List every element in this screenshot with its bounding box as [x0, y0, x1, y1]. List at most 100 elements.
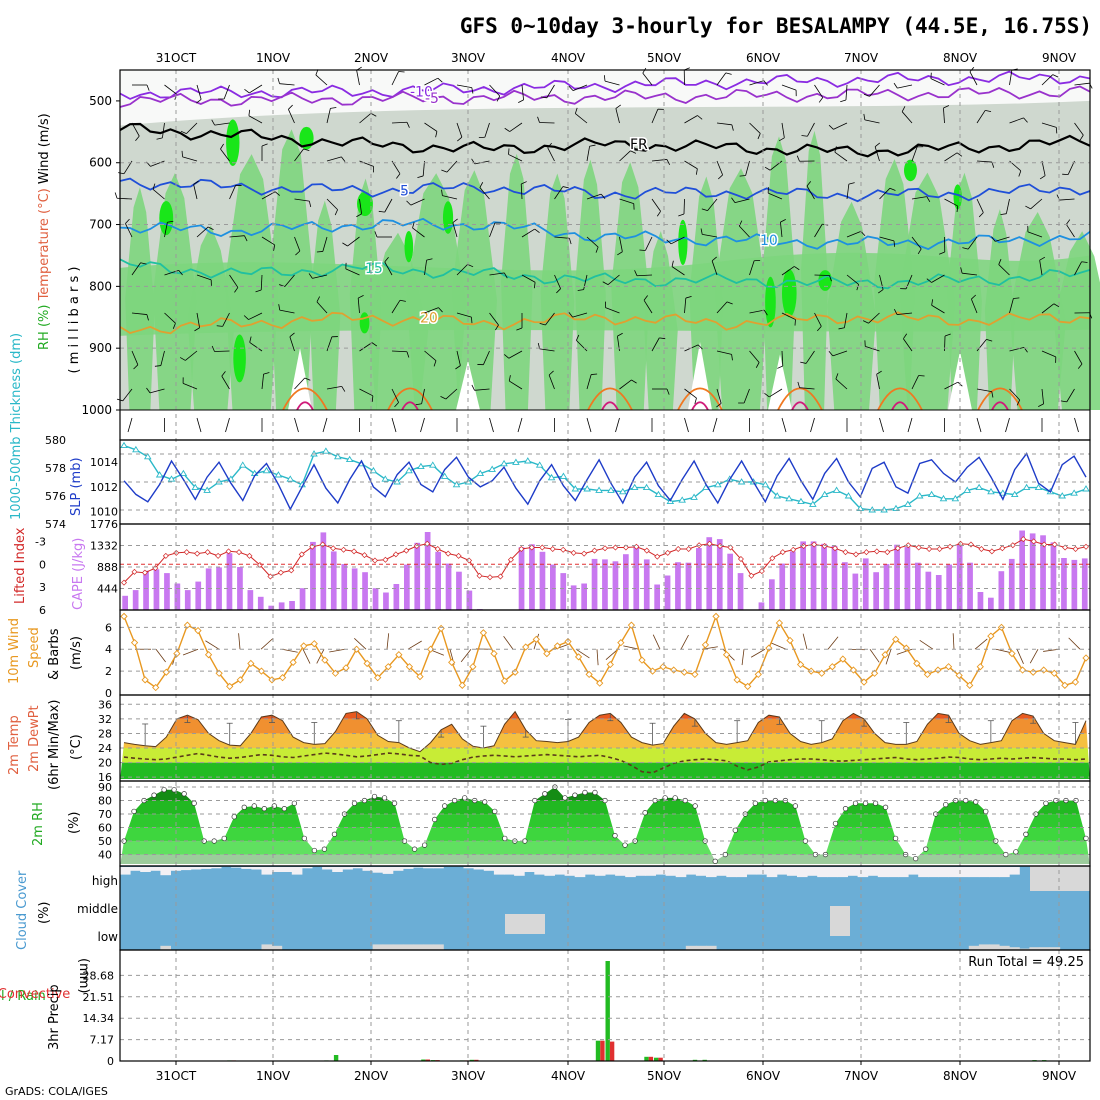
cloud-high-cell: [291, 867, 303, 875]
date-tick-bottom: 2NOV: [354, 1069, 389, 1083]
wind-barb: [356, 70, 360, 86]
li-point: [330, 545, 337, 552]
cloud-high-cell: [574, 867, 586, 878]
wind10m-speed-point: [701, 641, 710, 649]
wind-barb-flag: [666, 159, 671, 165]
wind-barb-flag: [711, 256, 717, 262]
thickness-point: [333, 452, 342, 460]
wind-barb-flag: [738, 220, 743, 227]
temp-tick: 28: [98, 727, 112, 740]
precip-tick: 21.51: [83, 991, 115, 1004]
wind-barb-flag: [479, 182, 484, 188]
wind-barb-flag: [568, 85, 574, 91]
cloud-low-cell: [999, 945, 1010, 950]
wind-barb-flag: [806, 181, 812, 187]
wind-barb-flag: [471, 317, 473, 324]
wind-barb-flag: [154, 365, 161, 367]
li-point: [340, 546, 347, 553]
rh-point: [622, 842, 628, 848]
wind-barb: [572, 84, 588, 91]
rh-point: [732, 827, 738, 833]
cloud-low-cell: [685, 945, 697, 950]
wind-barb-flag: [764, 393, 770, 398]
wind-barb: [1005, 198, 1010, 214]
wind-barb: [359, 388, 374, 397]
cloud-high-cell: [210, 867, 222, 869]
thickness-point: [500, 459, 508, 467]
cloud-high-cell: [352, 867, 363, 869]
rh-ylabel-unit: (%): [67, 812, 82, 835]
wind10m-speed-point: [1050, 669, 1058, 677]
thickness-point: [405, 466, 413, 474]
wind10m-speed-point: [828, 663, 836, 671]
wind-barb: [845, 84, 848, 100]
wind-barb-flag: [406, 122, 410, 128]
wind-barb-flag: [877, 289, 884, 294]
wind-barb-flag: [876, 370, 882, 375]
wind-barb-flag: [316, 251, 323, 253]
cape-bar: [1061, 558, 1067, 610]
li-point: [643, 547, 650, 554]
thickness-point: [797, 497, 805, 505]
wind-barb-flag: [731, 354, 733, 361]
wind-barb: [835, 378, 848, 390]
wind-barb-flag: [569, 238, 572, 245]
wind-barb: [897, 312, 913, 315]
cloud-high-cell: [301, 867, 313, 869]
rh-point: [331, 831, 338, 837]
wind10m-barb: [869, 648, 880, 663]
wind10m-barb: [896, 648, 913, 655]
wind-barb: [248, 312, 263, 320]
rh-dry-spike: [688, 342, 712, 410]
wind-barb-flag: [725, 72, 732, 75]
li-point: [727, 544, 734, 551]
wind-barb-flag: [308, 273, 313, 279]
wind-barb: [976, 388, 992, 392]
rh-point: [832, 820, 839, 827]
li-point: [371, 557, 378, 564]
wind-barb: [359, 342, 373, 352]
wind-barb: [326, 198, 338, 210]
thickness-point: [345, 455, 354, 463]
cloud-ylabel: Cloud Cover: [15, 870, 30, 950]
wind10m-speed-point: [300, 642, 308, 650]
wind-barb: [745, 160, 750, 176]
wind-barb-flag: [342, 242, 348, 247]
wind10m-barb: [407, 640, 422, 650]
rh-point: [442, 803, 448, 809]
wind-barb: [684, 160, 698, 170]
wind-barb-flag: [863, 93, 870, 97]
wind-barb-flag: [685, 295, 692, 299]
li-point: [1020, 536, 1027, 543]
cloud-high-cell: [402, 867, 414, 869]
wind-barb: [131, 262, 141, 276]
li-point: [1030, 538, 1037, 545]
wind-barb: [865, 345, 880, 352]
wind-barb: [125, 223, 133, 238]
wind-barb: [1067, 160, 1075, 175]
date-tick-bottom: 6NOV: [746, 1069, 781, 1083]
date-tick-bottom: 1NOV: [256, 1069, 291, 1083]
cloud-low-cell: [968, 945, 980, 950]
wind-barb: [969, 71, 978, 86]
wind-barb-flag: [221, 371, 226, 377]
thickness-point: [167, 475, 176, 482]
li-point: [246, 552, 253, 559]
wind10m-speed-point: [786, 636, 794, 645]
cloud-high-cell: [675, 867, 687, 878]
wind-barb: [456, 84, 472, 88]
wind-barb-flag: [278, 304, 281, 311]
rh-ylabel: 2m RH: [31, 802, 46, 846]
wind-barb-flag: [860, 231, 866, 237]
cape-bar: [852, 573, 859, 610]
isotherm-label: -5: [425, 91, 439, 107]
wind10m-barb: [182, 648, 199, 656]
wind-barb: [539, 348, 555, 352]
wind-barb: [738, 225, 750, 238]
chart-title: GFS 0~10day 3-hourly for BESALAMPY (44.5…: [460, 14, 1092, 38]
wind-barb: [284, 274, 295, 287]
cloud-high-cell: [645, 867, 656, 876]
wind-barb-flag: [595, 246, 599, 253]
li-point: [737, 555, 744, 562]
thickness-point: [1070, 489, 1078, 496]
